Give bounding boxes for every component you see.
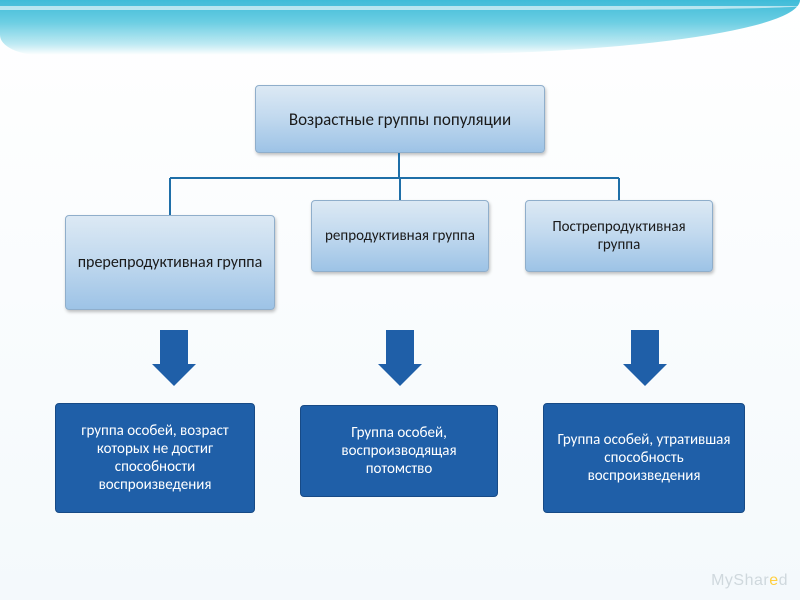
arrow-1-head (378, 364, 422, 386)
connector-root-drop (398, 153, 400, 178)
arrow-0-head (152, 364, 196, 386)
middle-node-1: репродуктивная группа (311, 200, 489, 272)
watermark-suffix: d (779, 572, 788, 589)
connector-hbar (170, 177, 619, 179)
middle-node-2: Пострепродуктивная группа (525, 200, 713, 272)
root-node: Возрастные группы популяции (255, 85, 545, 153)
bottom-node-1: Группа особей, воспроизводящая потомство (300, 405, 498, 497)
watermark-mid: e (769, 572, 778, 589)
connector-drop-2 (618, 178, 620, 200)
top-accent-curve (0, 0, 800, 55)
connector-drop-1 (399, 178, 401, 200)
watermark: MyShared (711, 572, 788, 590)
watermark-prefix: MyShar (711, 572, 769, 589)
arrow-1-shaft (386, 330, 414, 364)
middle-node-0-label: пререпродуктивная группа (78, 253, 263, 272)
bottom-node-1-label: Группа особей, воспроизводящая потомство (311, 424, 487, 478)
middle-node-1-label: репродуктивная группа (325, 227, 475, 245)
bottom-node-0-label: группа особей, возраст которых не достиг… (66, 422, 244, 494)
root-node-label: Возрастные группы популяции (289, 109, 511, 130)
arrow-0-shaft (160, 330, 188, 364)
bottom-node-2-label: Группа особей, утратившая способность во… (554, 431, 734, 485)
arrow-2-head (623, 364, 667, 386)
middle-node-2-label: Пострепродуктивная группа (536, 218, 702, 254)
connector-drop-0 (169, 178, 171, 215)
middle-node-0: пререпродуктивная группа (65, 215, 275, 310)
arrow-2-shaft (631, 330, 659, 364)
bottom-node-0: группа особей, возраст которых не достиг… (55, 403, 255, 513)
bottom-node-2: Группа особей, утратившая способность во… (543, 403, 745, 513)
